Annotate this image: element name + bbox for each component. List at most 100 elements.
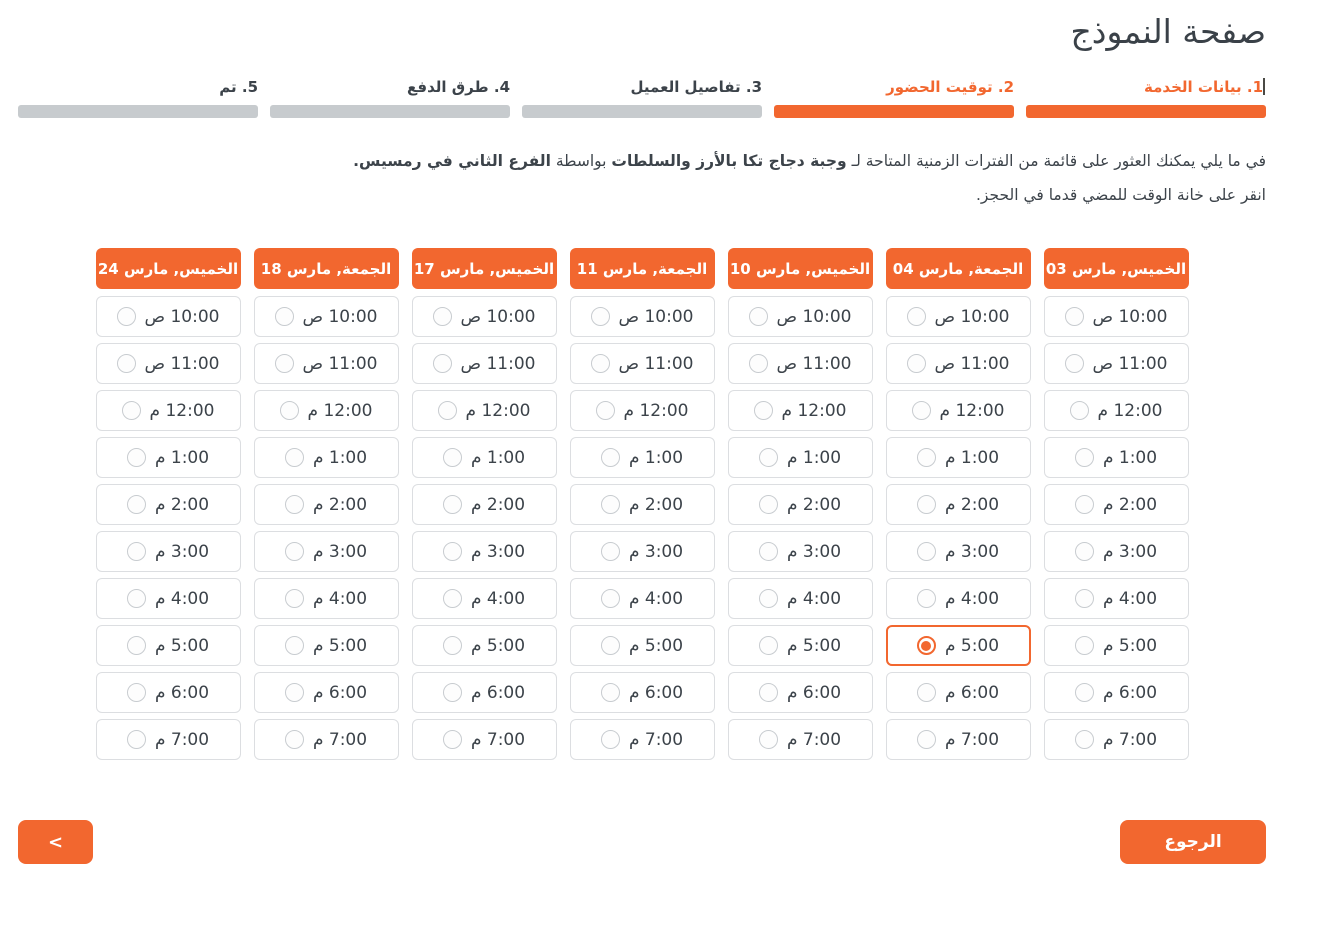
time-slot[interactable]: 4:00 م [95,578,241,619]
time-slot[interactable]: 3:00 م [411,531,557,572]
time-slot[interactable]: 6:00 م [885,672,1031,713]
time-slot[interactable]: 12:00 م [885,390,1031,431]
radio-icon [284,589,304,608]
time-slot[interactable]: 4:00 م [885,578,1031,619]
time-slot[interactable]: 4:00 م [1043,578,1189,619]
time-slot[interactable]: 5:00 م [95,625,241,666]
time-slot[interactable]: 7:00 م [1043,719,1189,760]
time-slot[interactable]: 2:00 م [411,484,557,525]
time-slot[interactable]: 12:00 م [569,390,715,431]
time-slot[interactable]: 4:00 م [727,578,873,619]
time-slot[interactable]: 3:00 م [253,531,399,572]
time-slot[interactable]: 11:00 ص [727,343,873,384]
radio-icon [916,542,936,561]
time-slot[interactable]: 1:00 م [253,437,399,478]
time-slot[interactable]: 5:00 م [569,625,715,666]
time-slot[interactable]: 5:00 م [411,625,557,666]
time-slot[interactable]: 11:00 ص [885,343,1031,384]
time-label: 3:00 م [786,541,842,562]
radio-icon [916,448,936,467]
time-slot-selected[interactable]: 5:00 م [885,625,1031,666]
time-slot[interactable]: 10:00 ص [885,296,1031,337]
time-slot[interactable]: 11:00 ص [95,343,241,384]
time-slot[interactable]: 7:00 م [569,719,715,760]
day-column: الخميس, مارس 10 10:00 ص 11:00 ص 12:00 م 1:00… [727,248,873,766]
time-slot[interactable]: 10:00 ص [1043,296,1189,337]
time-slot[interactable]: 3:00 م [885,531,1031,572]
time-slot[interactable]: 11:00 ص [1043,343,1189,384]
time-slot[interactable]: 3:00 م [1043,531,1189,572]
radio-icon [126,448,146,467]
radio-icon [284,636,304,655]
chevron-left-icon: < [47,831,64,853]
time-slot[interactable]: 6:00 م [411,672,557,713]
radio-icon [442,542,462,561]
time-slot[interactable]: 1:00 م [1043,437,1189,478]
time-label: 5:00 م [628,635,684,656]
time-slot[interactable]: 1:00 م [885,437,1031,478]
time-slot[interactable]: 10:00 ص [727,296,873,337]
radio-icon [442,495,462,514]
time-slot[interactable]: 12:00 م [727,390,873,431]
time-slot[interactable]: 10:00 ص [569,296,715,337]
time-slot[interactable]: 4:00 م [411,578,557,619]
radio-icon [126,495,146,514]
time-slot[interactable]: 2:00 م [95,484,241,525]
time-slot[interactable]: 11:00 ص [569,343,715,384]
time-slot[interactable]: 7:00 م [95,719,241,760]
time-slot[interactable]: 3:00 م [95,531,241,572]
time-slot[interactable]: 7:00 م [885,719,1031,760]
time-slot[interactable]: 2:00 م [253,484,399,525]
step-progress-bar [270,105,510,118]
time-slot[interactable]: 10:00 ص [411,296,557,337]
time-slot[interactable]: 6:00 م [727,672,873,713]
time-slot[interactable]: 12:00 م [411,390,557,431]
time-slot[interactable]: 2:00 م [885,484,1031,525]
time-slot[interactable]: 7:00 م [727,719,873,760]
time-slot[interactable]: 11:00 ص [253,343,399,384]
time-slot[interactable]: 3:00 م [569,531,715,572]
time-slot[interactable]: 2:00 م [569,484,715,525]
time-slot[interactable]: 6:00 م [253,672,399,713]
radio-icon [126,542,146,561]
radio-icon [442,636,462,655]
radio-icon [1074,542,1094,561]
prev-chevron-button[interactable]: < [18,820,93,864]
time-slot[interactable]: 4:00 م [569,578,715,619]
time-slot[interactable]: 12:00 م [253,390,399,431]
time-slot[interactable]: 5:00 م [253,625,399,666]
time-slot[interactable]: 3:00 م [727,531,873,572]
time-slot[interactable]: 1:00 م [411,437,557,478]
radio-icon [274,307,294,326]
time-slot[interactable]: 5:00 م [727,625,873,666]
time-slot[interactable]: 11:00 ص [411,343,557,384]
time-slot[interactable]: 12:00 م [1043,390,1189,431]
radio-icon [284,448,304,467]
time-slot[interactable]: 6:00 م [1043,672,1189,713]
time-slot[interactable]: 1:00 م [95,437,241,478]
time-slot[interactable]: 2:00 م [727,484,873,525]
time-slot[interactable]: 6:00 م [569,672,715,713]
text-caret: | [1263,78,1265,95]
time-slot[interactable]: 1:00 م [569,437,715,478]
time-slot[interactable]: 2:00 م [1043,484,1189,525]
time-label: 2:00 م [312,494,368,515]
description-segment: الفرع الثاني في رمسيس. [353,152,551,170]
time-slot[interactable]: 4:00 م [253,578,399,619]
time-label: 5:00 م [312,635,368,656]
time-slot[interactable]: 12:00 م [95,390,241,431]
time-slot[interactable]: 10:00 ص [253,296,399,337]
stepper-step-2: 2. توقيت الحضور [774,78,1014,118]
time-slot[interactable]: 6:00 م [95,672,241,713]
time-slot[interactable]: 7:00 م [411,719,557,760]
time-slot[interactable]: 1:00 م [727,437,873,478]
time-slot[interactable]: 10:00 ص [95,296,241,337]
time-label: 11:00 ص [460,353,536,374]
time-slot[interactable]: 7:00 م [253,719,399,760]
time-slot[interactable]: 5:00 م [1043,625,1189,666]
back-button[interactable]: الرجوع [1120,820,1266,864]
time-label: 1:00 م [470,447,526,468]
radio-icon [442,448,462,467]
time-label: 7:00 م [470,729,526,750]
radio-icon [590,354,610,373]
